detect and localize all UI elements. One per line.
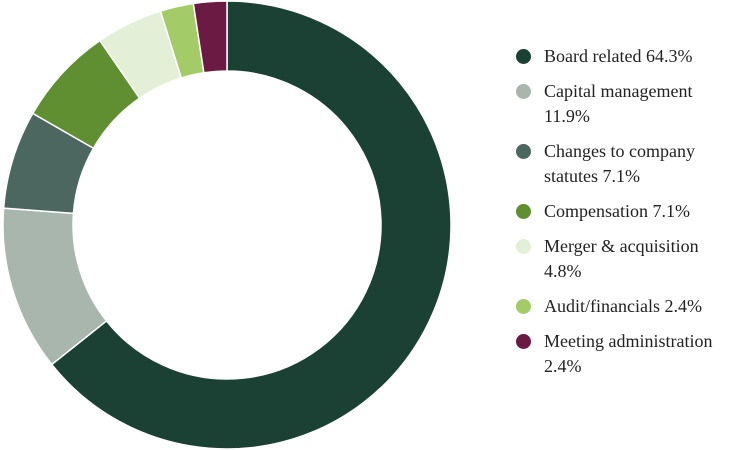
legend-swatch [516, 299, 531, 314]
legend-label: Compensation 7.1% [544, 201, 690, 221]
legend-swatch [516, 84, 531, 99]
legend-swatch [516, 49, 531, 64]
legend-label: Meeting administration 2.4% [544, 331, 713, 376]
legend-label: Capital management 11.9% [544, 81, 693, 126]
legend-swatch [516, 334, 531, 349]
legend-label: Merger & acquisition 4.8% [544, 236, 699, 281]
legend-item: Changes to company statutes 7.1% [513, 139, 748, 189]
legend-swatch [516, 144, 531, 159]
donut-chart [2, 0, 452, 450]
legend-label: Changes to company statutes 7.1% [544, 141, 695, 186]
legend-item: Board related 64.3% [513, 44, 748, 69]
legend-item: Meeting administration 2.4% [513, 329, 748, 379]
chart-legend: Board related 64.3% Capital management 11… [513, 44, 748, 379]
legend-label: Audit/financials 2.4% [544, 296, 702, 316]
donut-slice-1 [50, 0, 452, 450]
legend-swatch [516, 204, 531, 219]
legend-item: Compensation 7.1% [513, 199, 748, 224]
legend-label: Board related 64.3% [544, 46, 693, 66]
legend-item: Audit/financials 2.4% [513, 294, 748, 319]
legend-item: Merger & acquisition 4.8% [513, 234, 748, 284]
legend-swatch [516, 239, 531, 254]
donut-slice-7 [192, 0, 228, 74]
legend-item: Capital management 11.9% [513, 79, 748, 129]
